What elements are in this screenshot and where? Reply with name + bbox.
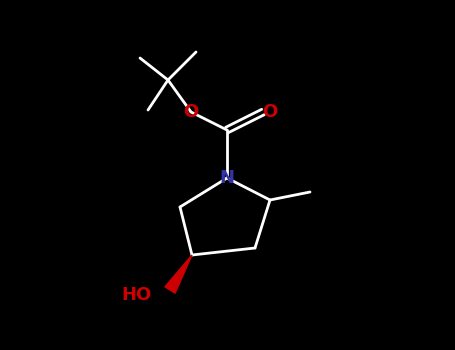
Text: HO: HO	[122, 286, 152, 304]
Polygon shape	[165, 255, 192, 293]
Text: N: N	[219, 169, 234, 187]
Text: O: O	[263, 103, 278, 121]
Text: O: O	[183, 103, 199, 121]
